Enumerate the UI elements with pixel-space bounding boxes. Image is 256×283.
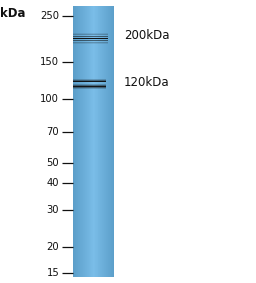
Bar bbox=[102, 6, 103, 277]
Bar bbox=[90, 6, 91, 277]
Bar bbox=[73, 6, 74, 277]
Bar bbox=[73, 86, 106, 87]
Bar bbox=[112, 6, 113, 277]
Text: 20: 20 bbox=[47, 242, 59, 252]
Bar bbox=[73, 33, 108, 34]
Bar bbox=[106, 6, 107, 277]
Bar bbox=[102, 6, 103, 277]
Bar bbox=[82, 6, 83, 277]
Bar bbox=[92, 6, 93, 277]
Bar bbox=[73, 88, 106, 89]
Bar bbox=[87, 6, 88, 277]
Bar bbox=[73, 86, 106, 87]
Bar bbox=[84, 6, 85, 277]
Text: 100: 100 bbox=[40, 95, 59, 104]
Bar bbox=[73, 85, 106, 86]
Bar bbox=[99, 6, 100, 277]
Bar bbox=[98, 6, 99, 277]
Bar bbox=[80, 6, 81, 277]
Bar bbox=[73, 42, 108, 43]
Bar bbox=[81, 6, 82, 277]
Bar bbox=[78, 6, 79, 277]
Bar bbox=[73, 80, 106, 81]
Bar bbox=[111, 6, 112, 277]
Bar bbox=[113, 6, 114, 277]
Bar bbox=[73, 36, 108, 37]
Bar bbox=[107, 6, 108, 277]
Bar bbox=[87, 6, 88, 277]
Bar bbox=[95, 6, 96, 277]
Bar bbox=[93, 6, 94, 277]
Bar bbox=[104, 6, 105, 277]
Bar bbox=[73, 79, 106, 80]
Bar bbox=[88, 6, 89, 277]
Bar bbox=[105, 6, 106, 277]
Bar bbox=[76, 6, 77, 277]
Bar bbox=[108, 6, 109, 277]
Text: 150: 150 bbox=[40, 57, 59, 67]
Bar bbox=[79, 6, 80, 277]
Bar bbox=[91, 6, 92, 277]
Bar bbox=[89, 6, 90, 277]
Text: 30: 30 bbox=[47, 205, 59, 215]
Bar bbox=[74, 6, 75, 277]
Bar bbox=[100, 6, 101, 277]
Bar bbox=[110, 6, 111, 277]
Text: 70: 70 bbox=[47, 127, 59, 137]
Bar bbox=[109, 6, 110, 277]
Bar bbox=[75, 6, 76, 277]
Text: 250: 250 bbox=[40, 10, 59, 21]
Text: 40: 40 bbox=[47, 178, 59, 188]
Bar bbox=[76, 6, 77, 277]
Bar bbox=[73, 40, 108, 41]
Bar bbox=[82, 6, 83, 277]
Bar bbox=[103, 6, 104, 277]
Text: 15: 15 bbox=[46, 268, 59, 278]
Bar bbox=[94, 6, 95, 277]
Bar bbox=[73, 87, 106, 88]
Bar bbox=[104, 6, 105, 277]
Bar bbox=[83, 6, 84, 277]
Bar bbox=[73, 38, 108, 39]
Bar bbox=[85, 6, 86, 277]
Bar bbox=[91, 6, 92, 277]
Text: 50: 50 bbox=[47, 158, 59, 168]
Bar bbox=[89, 6, 90, 277]
Bar bbox=[95, 6, 97, 277]
Text: 200kDa: 200kDa bbox=[124, 29, 170, 42]
Bar bbox=[106, 6, 107, 277]
Bar bbox=[80, 6, 81, 277]
Text: kDa: kDa bbox=[0, 7, 26, 20]
Bar bbox=[78, 6, 79, 277]
Bar bbox=[100, 6, 101, 277]
Bar bbox=[73, 84, 106, 85]
Bar bbox=[77, 6, 78, 277]
Bar bbox=[73, 38, 108, 39]
Text: 120kDa: 120kDa bbox=[124, 76, 170, 89]
Bar bbox=[101, 6, 102, 277]
Bar bbox=[86, 6, 87, 277]
Bar bbox=[84, 6, 86, 277]
Bar bbox=[96, 6, 97, 277]
Bar bbox=[97, 6, 98, 277]
Bar bbox=[98, 6, 99, 277]
Bar bbox=[93, 6, 94, 277]
